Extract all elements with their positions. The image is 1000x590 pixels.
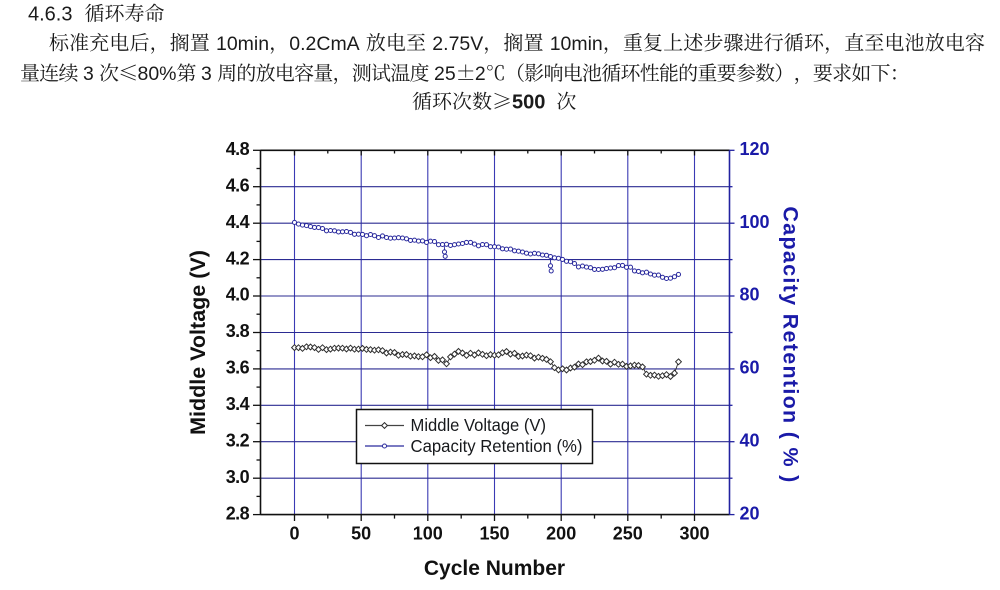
- svg-text:100: 100: [413, 524, 443, 544]
- svg-text:200: 200: [546, 524, 576, 544]
- svg-text:4.0: 4.0: [226, 285, 250, 305]
- svg-text:60: 60: [740, 358, 760, 378]
- svg-text:250: 250: [613, 524, 643, 544]
- svg-text:3.8: 3.8: [226, 321, 250, 341]
- svg-text:2.75V: 2.75V: [432, 33, 483, 55]
- svg-text:80%: 80%: [138, 63, 177, 85]
- svg-text:300: 300: [679, 524, 709, 544]
- svg-text:Middle Voltage (V): Middle Voltage (V): [186, 250, 210, 435]
- svg-text:4.6.3: 4.6.3: [28, 4, 72, 26]
- svg-text:3.2: 3.2: [226, 430, 250, 450]
- svg-text:150: 150: [479, 524, 509, 544]
- svg-text:3: 3: [83, 63, 94, 85]
- svg-text:3.4: 3.4: [226, 394, 250, 414]
- svg-text:40: 40: [740, 430, 760, 450]
- svg-text:4.4: 4.4: [226, 212, 250, 232]
- svg-text:500: 500: [512, 92, 545, 114]
- svg-text:3: 3: [201, 63, 212, 85]
- svg-text:0.2CmA: 0.2CmA: [289, 33, 359, 55]
- svg-text:2: 2: [475, 63, 486, 85]
- svg-text:2.8: 2.8: [226, 503, 250, 523]
- svg-text:4.6: 4.6: [226, 175, 250, 195]
- svg-text:100: 100: [740, 212, 770, 232]
- svg-text:4.2: 4.2: [226, 248, 250, 268]
- svg-text:4.8: 4.8: [226, 139, 250, 159]
- svg-text:3.0: 3.0: [226, 467, 250, 487]
- svg-text:20: 20: [740, 503, 760, 523]
- svg-text:Capacity Retention ( % ): Capacity Retention ( % ): [779, 206, 803, 483]
- svg-text:3.6: 3.6: [226, 358, 250, 378]
- svg-text:80: 80: [740, 285, 760, 305]
- svg-text:50: 50: [351, 524, 371, 544]
- svg-text:120: 120: [740, 139, 770, 159]
- svg-text:10min: 10min: [550, 33, 603, 55]
- svg-text:25: 25: [434, 63, 456, 85]
- svg-text:Middle Voltage (V): Middle Voltage (V): [411, 415, 547, 435]
- svg-text:0: 0: [289, 524, 299, 544]
- svg-text:Capacity Retention (%): Capacity Retention (%): [411, 436, 583, 456]
- svg-text:Cycle Number: Cycle Number: [424, 557, 565, 580]
- svg-text:10min: 10min: [216, 33, 269, 55]
